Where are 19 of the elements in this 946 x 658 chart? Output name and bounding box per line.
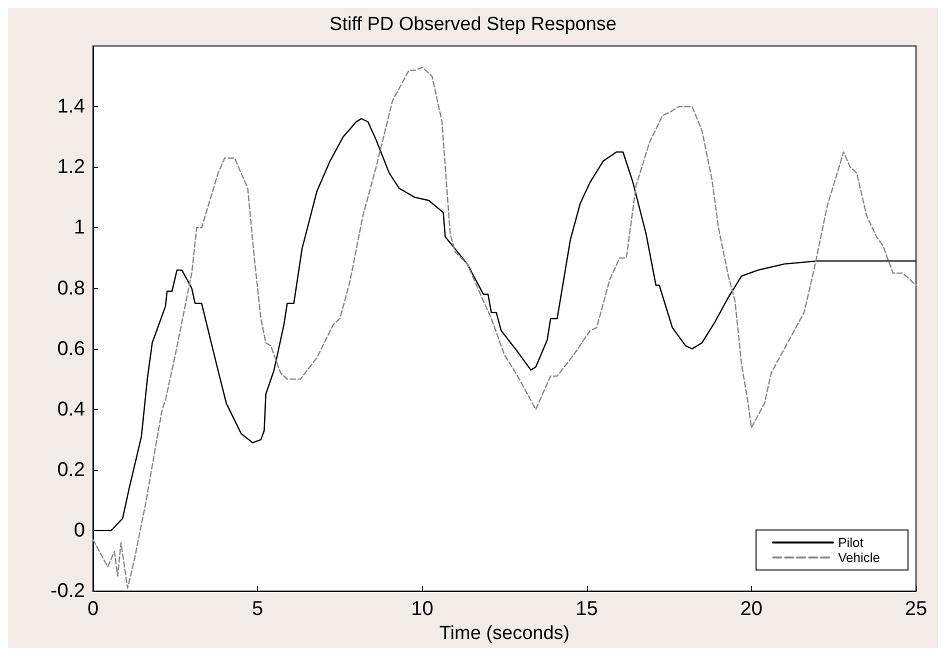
x-axis-title: Time (seconds) bbox=[439, 623, 570, 644]
y-tick-label: 1 bbox=[74, 216, 85, 239]
x-tick-label: 15 bbox=[576, 598, 598, 620]
y-tick-label: 0.8 bbox=[57, 277, 85, 300]
y-tick-label: 1.2 bbox=[57, 156, 85, 178]
y-tick-label: 0.6 bbox=[57, 338, 85, 360]
x-tick-label: 10 bbox=[411, 598, 434, 620]
chart-title: Stiff PD Observed Step Response bbox=[330, 14, 616, 35]
y-tick-label: 1.4 bbox=[57, 96, 85, 118]
legend-label: Pilot bbox=[838, 535, 864, 550]
y-tick-label: 0.2 bbox=[57, 458, 85, 481]
x-tick-label: 5 bbox=[252, 598, 264, 620]
y-tick-label: -0.2 bbox=[50, 580, 85, 602]
x-tick-label: 20 bbox=[740, 598, 763, 620]
y-tick-label: 0 bbox=[74, 520, 85, 542]
legend-label: Vehicle bbox=[838, 550, 880, 565]
y-tick-label: 0.4 bbox=[57, 398, 85, 420]
line-series bbox=[92, 66, 917, 589]
x-tick-label: 25 bbox=[904, 598, 928, 620]
